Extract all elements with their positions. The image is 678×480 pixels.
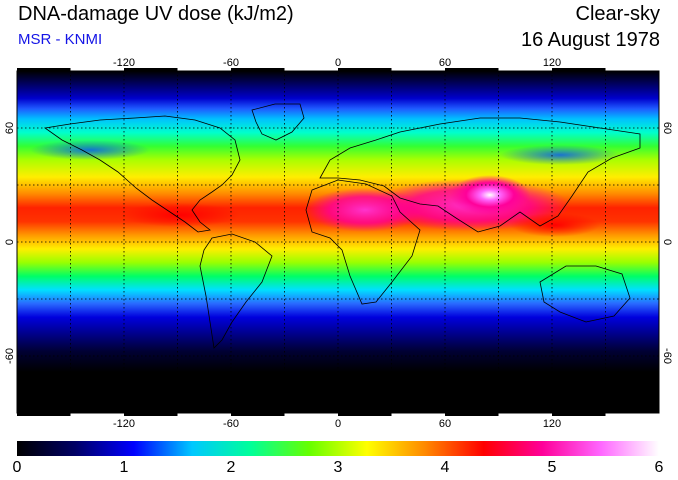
lat-label-left: 0 bbox=[4, 239, 16, 245]
colorbar-tick-label: 0 bbox=[12, 459, 22, 476]
lon-label-bottom: 0 bbox=[335, 418, 341, 430]
coastlines bbox=[16, 103, 660, 397]
lon-label-top: -120 bbox=[113, 57, 135, 69]
lat-label-right: -60 bbox=[661, 348, 673, 364]
uv-hotspot-tibet bbox=[450, 175, 530, 215]
source-label: MSR - KNMI bbox=[18, 31, 103, 48]
graticule bbox=[17, 71, 659, 413]
lon-label-bottom: -120 bbox=[113, 418, 135, 430]
uv-hotspot-southeast-asia bbox=[510, 213, 600, 237]
lon-label-top: 0 bbox=[335, 57, 341, 69]
colorbar-tick-label: 6 bbox=[654, 459, 664, 476]
coast-eurasia bbox=[319, 117, 641, 233]
colorbar-tick-label: 2 bbox=[226, 459, 236, 476]
uv-hotspot-sahara bbox=[305, 188, 425, 232]
coast-north-america bbox=[43, 115, 241, 233]
colorbar-tick-label: 5 bbox=[547, 459, 557, 476]
coast-greenland bbox=[251, 103, 305, 141]
coast-africa bbox=[305, 179, 421, 305]
lat-label-left: 60 bbox=[4, 122, 16, 134]
cloud-band-east-pacific bbox=[30, 140, 150, 160]
frame-tick-bars bbox=[17, 68, 606, 416]
lat-label-right: 60 bbox=[661, 122, 673, 134]
colorbar-tick-label: 3 bbox=[333, 459, 343, 476]
coast-south-america bbox=[199, 233, 273, 349]
lon-label-bottom: 120 bbox=[543, 418, 561, 430]
lon-label-top: 60 bbox=[439, 57, 451, 69]
uv-hotspot-central-america bbox=[120, 203, 240, 227]
lat-label-right: 0 bbox=[661, 239, 673, 245]
colorbar-tick-label: 1 bbox=[119, 459, 129, 476]
lon-label-bottom: -60 bbox=[223, 418, 239, 430]
cloud-band-north-pacific bbox=[500, 145, 620, 165]
coast-antarctica bbox=[16, 387, 660, 397]
lon-label-top: 120 bbox=[543, 57, 561, 69]
map-title: DNA-damage UV dose (kJ/m2) bbox=[18, 3, 294, 25]
lat-label-left: -60 bbox=[4, 348, 16, 364]
sky-condition: Clear-sky bbox=[575, 3, 660, 25]
coast-australia bbox=[539, 265, 631, 323]
date-label: 16 August 1978 bbox=[520, 29, 660, 51]
lon-label-top: -60 bbox=[223, 57, 239, 69]
colorbar-tick-label: 4 bbox=[440, 459, 450, 476]
lon-label-bottom: 60 bbox=[439, 418, 451, 430]
colorbar bbox=[17, 441, 659, 456]
